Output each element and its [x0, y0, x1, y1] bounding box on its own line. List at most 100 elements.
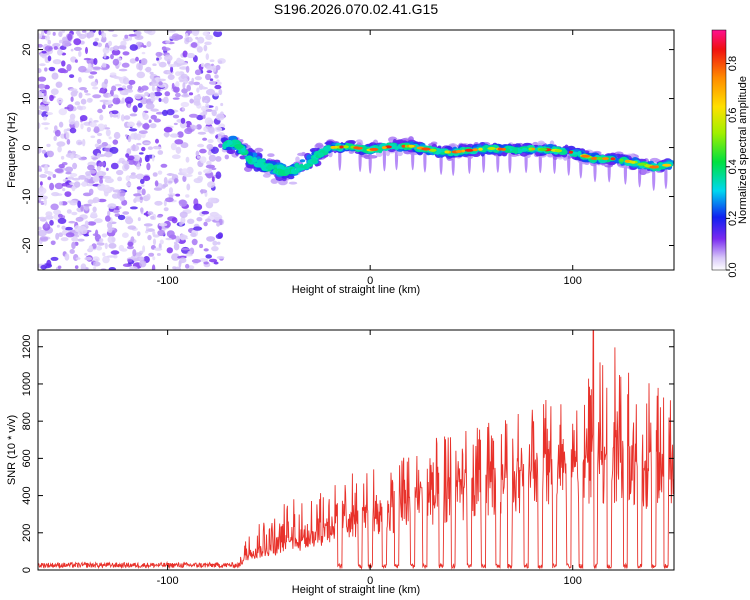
- spectrogram-noise-cell: [220, 102, 224, 107]
- spectrogram-noise-cell: [210, 146, 219, 154]
- spectrogram-noise-cell: [217, 232, 223, 239]
- spectrogram-noise-cell: [106, 255, 116, 258]
- spectrogram-noise-cell: [70, 96, 74, 102]
- spectrogram-noise-cell: [191, 125, 198, 130]
- spectrogram-noise-cell: [190, 42, 198, 48]
- spectrogram-noise-cell: [143, 175, 151, 182]
- spectrogram-noise-cell: [104, 242, 108, 250]
- spectrogram-noise-cell: [39, 174, 48, 178]
- colorbar-tick-label: 0.0: [727, 262, 739, 277]
- snr-x-ticks: -100 0 100: [157, 330, 582, 587]
- spectrogram-y-tick-label: -10: [21, 189, 33, 205]
- spectrogram-noise-cell: [112, 94, 119, 99]
- spectrogram-noise-cell: [193, 101, 201, 106]
- spectrogram-noise-cell: [216, 241, 221, 245]
- spectrogram-noise-cell: [38, 110, 43, 115]
- spectrogram-noise-cell: [181, 107, 185, 111]
- spectrogram-noise-cell: [47, 176, 52, 181]
- spectrogram-noise-cell: [44, 67, 48, 72]
- spectrogram-noise-cell: [174, 178, 179, 184]
- spectrogram-noise-cell: [122, 85, 126, 89]
- spectrogram-noise-cell: [80, 98, 87, 105]
- spectrogram-noise-cell: [57, 145, 62, 153]
- spectrogram-noise-cell: [47, 55, 52, 62]
- spectrogram-noise-cell: [203, 99, 208, 103]
- spectrogram-noise-cell: [51, 192, 60, 197]
- spectrogram-noise-cell: [125, 182, 132, 187]
- spectrogram-noise-cell: [75, 30, 81, 35]
- spectrogram-noise-cell: [168, 64, 178, 68]
- spectrogram-noise-cell: [94, 143, 100, 148]
- spectrogram-noise-cell: [97, 198, 107, 203]
- spectrogram-noise-cell: [147, 234, 152, 241]
- spectrogram-noise-cell: [102, 47, 110, 54]
- spectrogram-noise-cell: [107, 227, 113, 233]
- spectrogram-noise-cell: [136, 186, 142, 190]
- spectrogram-signal-cell: [560, 150, 568, 154]
- spectrogram-peak-cell: [408, 144, 415, 148]
- spectrogram-noise-cell: [90, 81, 98, 87]
- spectrogram-noise-cell: [117, 176, 123, 182]
- spectrogram-noise-cell: [147, 146, 153, 150]
- spectrogram-noise-cell: [54, 129, 61, 137]
- spectrogram-noise-cell: [38, 122, 41, 130]
- spectrogram-noise-cell: [92, 66, 102, 70]
- spectrogram-noise-cell: [175, 235, 181, 243]
- snr-series-line: [38, 330, 674, 570]
- spectrogram-noise-cell: [150, 82, 160, 87]
- spectrogram-noise-cell: [135, 173, 145, 180]
- spectrogram-noise-cell: [88, 245, 94, 252]
- spectrogram-noise-cell: [58, 232, 64, 237]
- spectrogram-noise-cell: [44, 127, 49, 130]
- spectrogram-noise-cell: [118, 68, 128, 72]
- spectrogram-noise-cell: [89, 71, 98, 75]
- spectrogram-noise-cell: [145, 230, 149, 234]
- spectrogram-noise-cell: [77, 238, 85, 242]
- spectrogram-noise-cell: [85, 171, 92, 176]
- spectrogram-signal-cell: [254, 147, 264, 153]
- spectrogram-noise-cell: [135, 56, 139, 62]
- spectrogram-noise-cell: [78, 156, 87, 161]
- spectrogram-noise-cell: [214, 126, 223, 132]
- spectrogram-noise-cell: [118, 244, 125, 252]
- spectrogram-noise-cell: [41, 111, 49, 118]
- spectrogram-peak-cell: [455, 150, 463, 153]
- spectrogram-noise-cell: [160, 163, 168, 168]
- spectrogram-noise-cell: [207, 181, 216, 189]
- spectrogram-noise-cell: [111, 114, 119, 118]
- spectrogram-noise-cell: [88, 31, 95, 38]
- spectrogram-noise-cell: [152, 63, 157, 66]
- spectrogram-noise-cell: [194, 76, 202, 81]
- spectrogram-noise-cell: [173, 86, 180, 93]
- spectrogram-noise-cell: [211, 176, 215, 183]
- spectrogram-noise-cell: [182, 50, 188, 58]
- spectrogram-noise-cell: [179, 257, 187, 264]
- spectrogram-noise-cell: [100, 88, 105, 94]
- spectrogram-noise-cell: [197, 143, 205, 148]
- spectrogram-noise-cell: [205, 201, 214, 209]
- spectrogram-signal-cell: [247, 158, 252, 164]
- spectrogram-noise-cell: [54, 168, 64, 174]
- spectrogram-plot-area: [38, 30, 674, 270]
- spectrogram-peak-cell: [649, 165, 659, 169]
- spectrogram-noise-cell: [132, 105, 138, 113]
- spectrogram-noise-cell: [141, 188, 146, 196]
- spectrogram-noise-cell: [66, 138, 71, 145]
- spectrogram-noise-cell: [182, 175, 187, 183]
- spectrogram-noise-cell: [112, 58, 120, 66]
- spectrogram-noise-cell: [96, 165, 101, 172]
- spectrogram-noise-cell: [110, 54, 114, 60]
- spectrogram-noise-cell: [96, 242, 105, 246]
- spectrogram-noise-cell: [105, 129, 111, 137]
- spectrogram-noise-cell: [211, 63, 214, 67]
- spectrogram-noise-cell: [204, 117, 213, 125]
- spectrogram-noise-cell: [74, 265, 79, 269]
- snr-y-tick-label: 600: [21, 449, 33, 467]
- spectrogram-noise-cell: [152, 146, 162, 150]
- spectrogram-noise-cell: [96, 138, 102, 145]
- spectrogram-noise-cell: [52, 42, 61, 48]
- spectrogram-noise-cell: [81, 181, 87, 188]
- spectrogram-noise-cell: [59, 39, 63, 44]
- spectrogram-noise-cell: [188, 81, 194, 85]
